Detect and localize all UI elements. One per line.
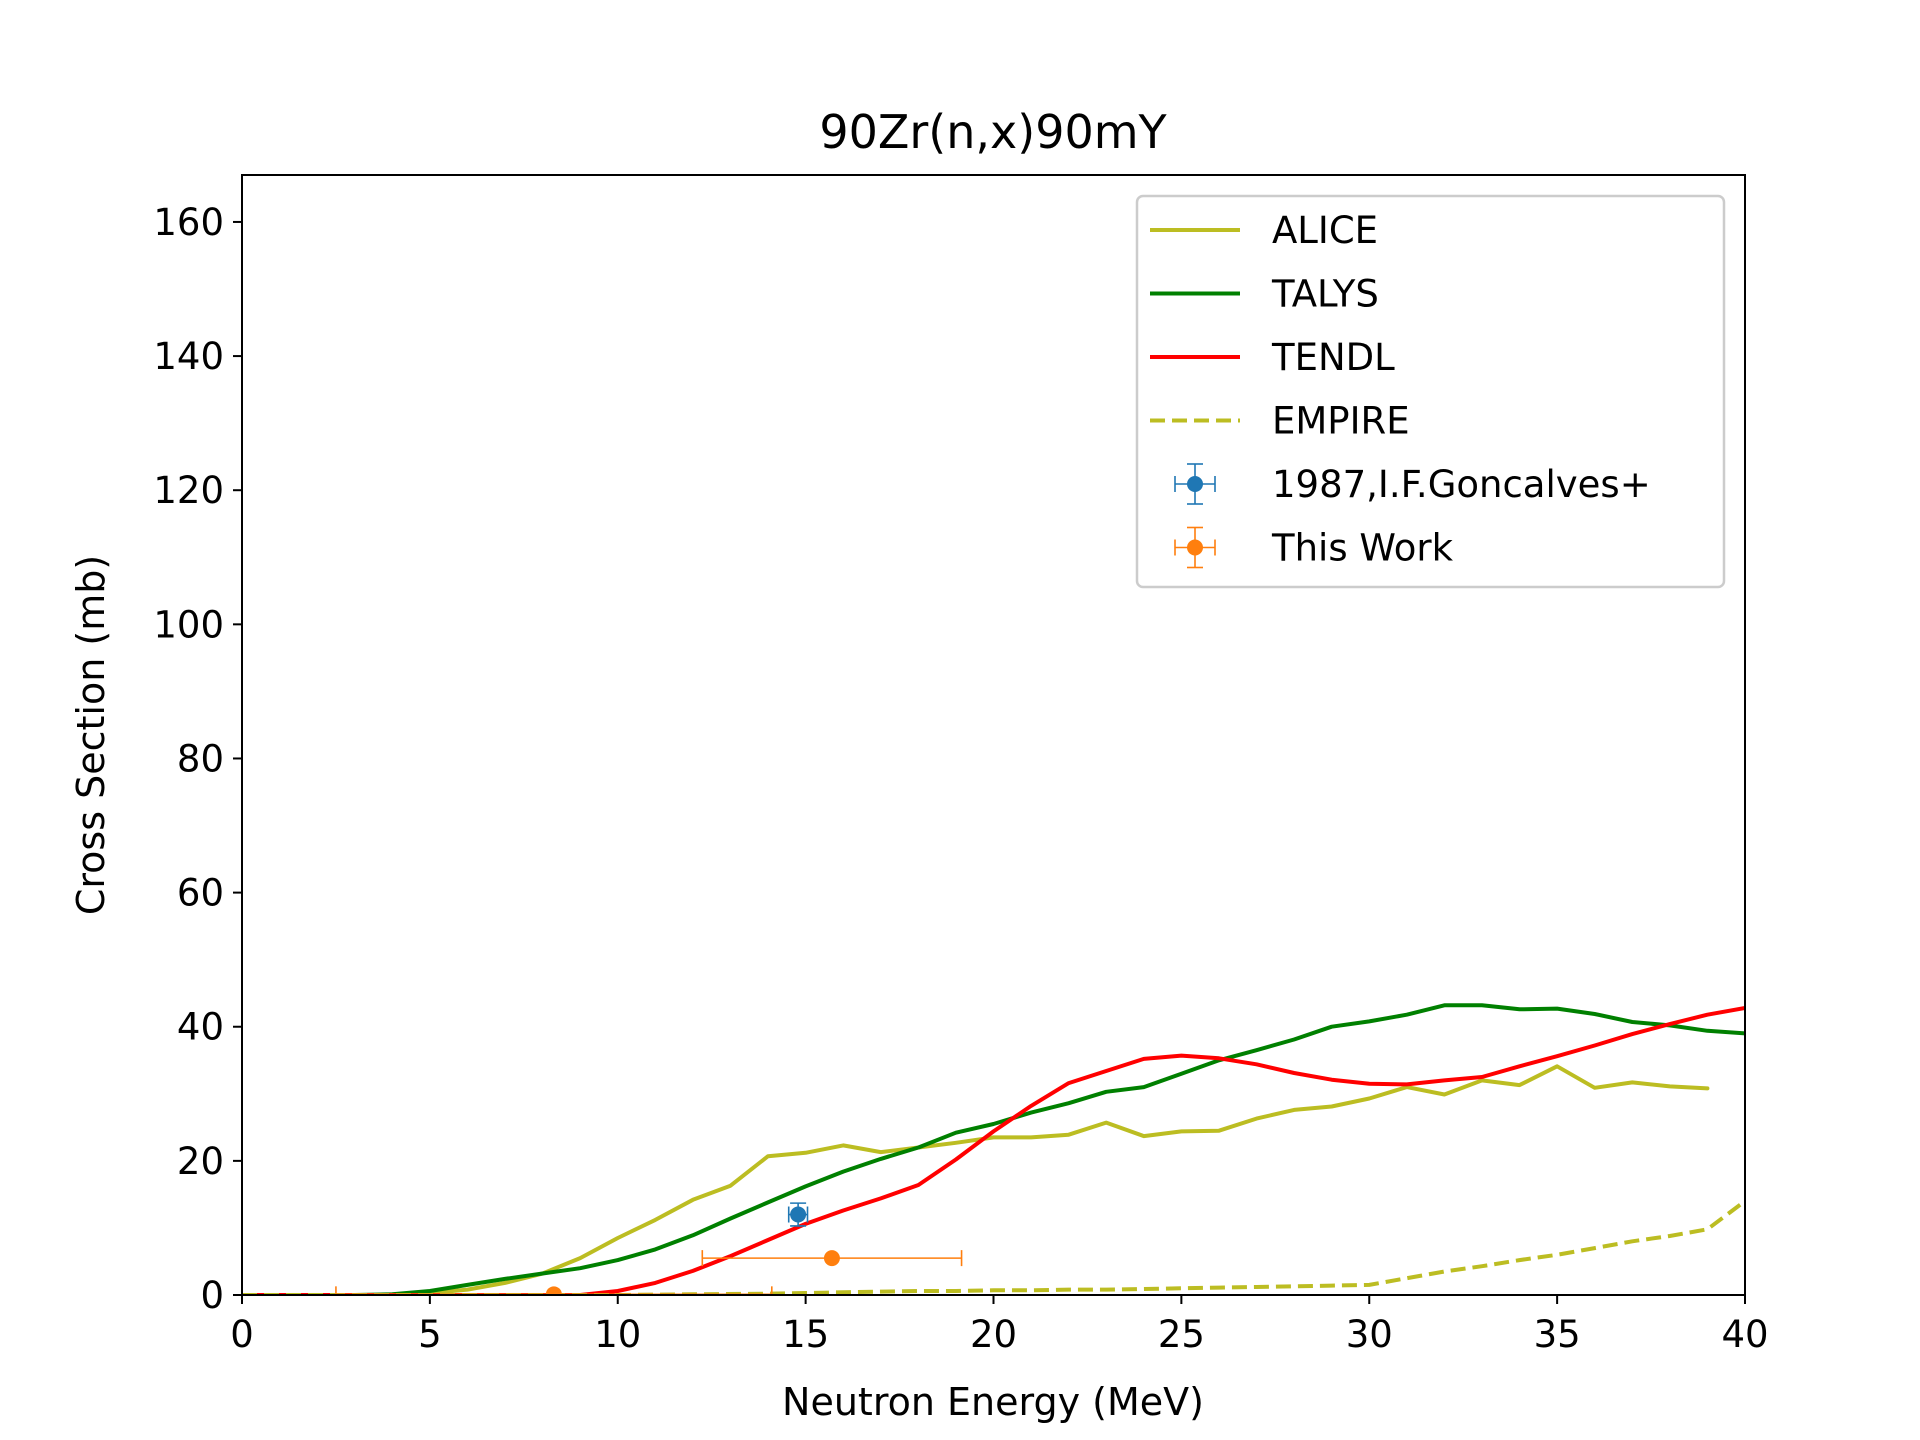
legend-entry-talys: TALYS: [1150, 273, 1379, 316]
x-tick-label: 25: [1158, 1313, 1205, 1356]
series-line-alice: [242, 1064, 1710, 1295]
y-tick-label: 0: [200, 1274, 224, 1317]
y-tick-label: 100: [153, 603, 224, 646]
y-tick-label: 20: [177, 1140, 224, 1183]
legend-label: TENDL: [1271, 336, 1395, 379]
legend: ALICE TALYS TENDL EMPIRE 1987,I.F.Goncalves+…: [1135, 194, 1726, 589]
y-tick-label: 60: [177, 872, 224, 915]
x-tick-label: 35: [1534, 1313, 1581, 1356]
legend-label: TALYS: [1271, 273, 1379, 316]
y-tick-label: 40: [177, 1006, 224, 1049]
x-axis-title: Neutron Energy (MeV): [782, 1380, 1204, 1424]
chart-title: 90Zr(n,x)90mY: [819, 105, 1167, 159]
x-axis: 0 5 10 15 20 25 30 35 40: [230, 1295, 1769, 1356]
legend-label: 1987,I.F.Goncalves+: [1272, 463, 1651, 506]
x-tick-label: 5: [418, 1313, 442, 1356]
legend-label: EMPIRE: [1272, 400, 1410, 443]
x-tick-label: 10: [594, 1313, 641, 1356]
legend-entry-alice: ALICE: [1150, 209, 1378, 252]
y-tick-label: 160: [153, 201, 224, 244]
series-line-tendl: [242, 1006, 1745, 1295]
legend-swatch-marker: [1187, 539, 1203, 556]
x-tick-label: 15: [782, 1313, 829, 1356]
data-point-marker: [790, 1206, 807, 1223]
legend-entry-tendl: TENDL: [1150, 336, 1395, 379]
series-line-talys: [242, 1003, 1745, 1295]
y-tick-label: 140: [153, 335, 224, 378]
plot-area: [242, 1003, 1745, 1295]
legend-label: This Work: [1271, 527, 1454, 570]
legend-entry-1987-i-f-goncalves: 1987,I.F.Goncalves+: [1174, 463, 1651, 506]
y-tick-label: 120: [153, 469, 224, 512]
y-axis: 0 20 40 60 80 100 120 140 160: [153, 201, 242, 1317]
data-point-marker: [545, 1286, 562, 1295]
error-point-1987-i-f-goncalves: [787, 1202, 809, 1227]
legend-frame: [1135, 194, 1726, 589]
x-tick-label: 40: [1721, 1313, 1768, 1356]
x-tick-label: 0: [230, 1313, 254, 1356]
error-point-this-work: [701, 1250, 963, 1267]
data-point-marker: [823, 1250, 840, 1267]
y-tick-label: 80: [177, 737, 224, 780]
x-tick-label: 20: [970, 1313, 1017, 1356]
y-axis-title: Cross Section (mb): [69, 555, 113, 915]
legend-swatch-marker: [1187, 476, 1203, 492]
legend-entry-this-work: This Work: [1174, 527, 1454, 570]
legend-label: ALICE: [1272, 209, 1378, 252]
x-tick-label: 30: [1346, 1313, 1393, 1356]
legend-entry-empire: EMPIRE: [1150, 400, 1410, 443]
plot-clip-group: [242, 1003, 1745, 1295]
series-line-empire: [242, 1199, 1745, 1295]
